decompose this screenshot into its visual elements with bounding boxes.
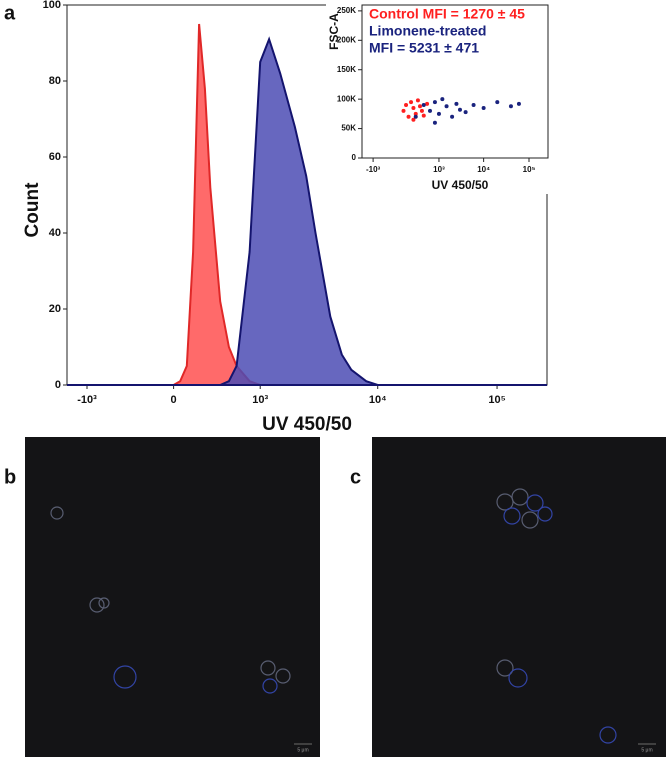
y-tick-label: 60 [49, 151, 61, 163]
plot-frame [361, 4, 549, 159]
scatter-point [444, 104, 449, 109]
x-tick-label: 10³ [433, 165, 445, 174]
scatter-point [463, 110, 468, 115]
scatter-point [471, 103, 476, 108]
micrograph-b [25, 437, 320, 757]
y-tick-label: 250K [337, 6, 356, 15]
panel-label: b [4, 466, 16, 488]
scatter-point [457, 107, 462, 112]
y-axis-label: FSC-A [327, 13, 341, 50]
x-tick-label: 0 [171, 394, 177, 406]
scatter-point [404, 103, 409, 108]
legend-annotation: Limonene-treated [369, 23, 486, 39]
x-tick-label: 10³ [252, 394, 268, 406]
scatter-point [436, 111, 441, 116]
scatter-point [440, 97, 445, 102]
scatter-point [508, 104, 513, 109]
scatter-point [421, 113, 426, 118]
y-tick-label: 20 [49, 303, 61, 315]
scale-bar-label: 5 μm [297, 747, 308, 753]
x-axis-label: UV 450/50 [262, 414, 352, 435]
scale-bar-label: 5 μm [641, 747, 652, 753]
x-tick-label: 10⁵ [488, 394, 505, 406]
scatter-point [516, 101, 521, 106]
scatter-point [413, 111, 418, 116]
scatter-point [419, 108, 424, 113]
x-tick-label: 10⁵ [523, 165, 536, 174]
histogram-area [67, 36, 547, 386]
scatter-point [450, 114, 455, 119]
y-tick-label: 200K [337, 35, 356, 44]
y-tick-label: 80 [49, 75, 61, 87]
micrograph-c [372, 437, 666, 757]
y-tick-label: 0 [352, 153, 357, 162]
scatter-point [401, 108, 406, 113]
x-tick-label: -10³ [77, 394, 97, 406]
x-tick-label: 10⁴ [369, 394, 387, 406]
scatter-point [432, 120, 437, 125]
y-tick-label: 100 [43, 0, 61, 11]
scatter-point [425, 101, 430, 106]
y-tick-label: 0 [55, 379, 61, 391]
scatter-point [406, 114, 411, 119]
inset-background [326, 2, 550, 194]
scatter-point [409, 100, 414, 105]
scatter-point [481, 105, 486, 110]
scatter-point [427, 108, 432, 113]
legend-annotation: Control MFI = 1270 ± 45 [369, 6, 525, 22]
scatter-point [454, 101, 459, 106]
panel-label: c [350, 466, 361, 488]
y-tick-label: 100K [337, 94, 356, 103]
scatter-point [432, 100, 437, 105]
y-axis-label: Count [22, 182, 43, 238]
y-tick-label: 150K [337, 65, 356, 74]
x-axis-label: UV 450/50 [432, 178, 489, 192]
x-tick-label: -10³ [366, 165, 381, 174]
scatter-point [411, 117, 416, 122]
scatter-point [495, 100, 500, 105]
y-tick-label: 40 [49, 227, 61, 239]
scatter-point [417, 104, 422, 109]
scatter-point [415, 98, 420, 103]
scatter-point [413, 114, 418, 119]
y-tick-label: 50K [341, 124, 356, 133]
panel-label: a [4, 2, 16, 24]
scatter-point [411, 105, 416, 110]
scatter-point [421, 103, 426, 108]
legend-annotation: MFI = 5231 ± 471 [369, 40, 479, 56]
x-tick-label: 10⁴ [477, 165, 490, 174]
